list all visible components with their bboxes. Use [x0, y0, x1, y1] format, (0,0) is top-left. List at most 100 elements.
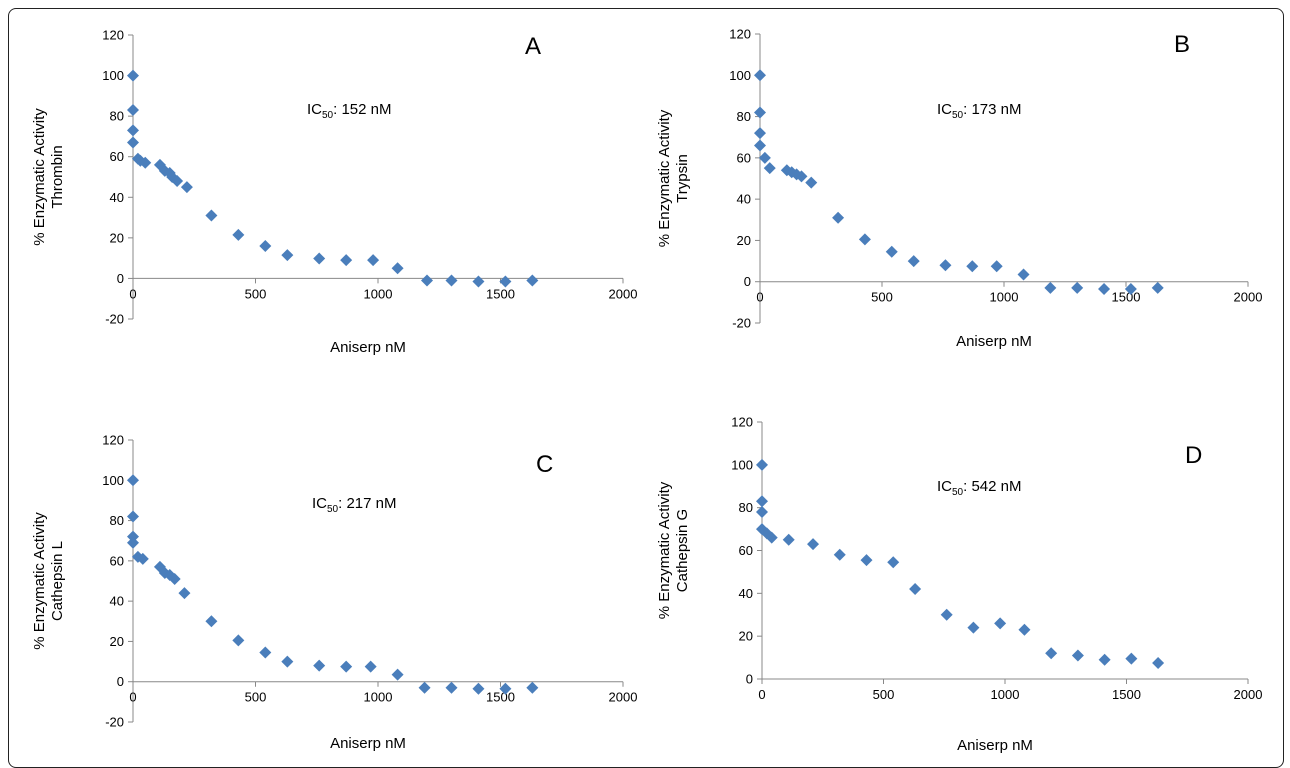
y-axis-label-line: % Enzymatic Activity	[31, 108, 48, 246]
data-point	[754, 69, 766, 82]
data-point	[127, 474, 139, 487]
ic50-prefix: IC	[307, 101, 322, 118]
x-tick-label: 0	[129, 690, 136, 705]
y-tick-label: 40	[739, 586, 753, 601]
data-point	[418, 681, 431, 694]
data-point	[887, 556, 900, 569]
data-point	[795, 170, 808, 183]
data-point	[758, 151, 771, 164]
y-tick-label: 0	[117, 674, 124, 689]
data-point	[171, 175, 184, 188]
x-tick-label: 1000	[364, 690, 393, 705]
data-point	[1151, 281, 1164, 294]
y-axis-label-line: % Enzymatic Activity	[656, 109, 673, 247]
x-tick-label: 500	[871, 290, 893, 305]
y-tick-label: 120	[102, 28, 124, 43]
y-axis-label: % Enzymatic ActivityCathepsin L	[31, 512, 66, 650]
ic50-value: : 173 nM	[963, 101, 1021, 118]
data-point	[939, 259, 952, 272]
y-tick-label: -20	[732, 316, 751, 331]
data-point	[136, 552, 149, 565]
y-tick-label: 20	[737, 233, 751, 248]
panel-b-chart: -20 0 20 40 60 80 100 120 0 500 1000 1500 2000 Aniser…	[656, 27, 1263, 351]
data-point	[127, 536, 139, 549]
data-point	[499, 682, 512, 695]
y-tick-label: 20	[110, 230, 124, 245]
ic50-subscript: 50	[327, 504, 339, 515]
panel-letter: C	[536, 451, 553, 478]
data-point	[281, 655, 294, 668]
data-point	[391, 668, 404, 681]
data-point	[158, 566, 171, 579]
y-tick-label: -20	[105, 715, 124, 730]
x-tick-label: 500	[873, 687, 895, 702]
x-tick-label: 0	[758, 687, 765, 702]
y-tick-label: 120	[102, 433, 124, 448]
y-axis-label-line: % Enzymatic Activity	[31, 512, 48, 650]
data-point	[754, 127, 766, 140]
data-point	[885, 245, 898, 258]
x-axis-label: Aniserp nM	[957, 737, 1033, 754]
ic50-prefix: IC	[312, 495, 327, 512]
x-axis-label: Aniserp nM	[956, 333, 1032, 350]
data-point	[832, 211, 845, 224]
y-axis-label-line: % Enzymatic Activity	[656, 481, 673, 619]
x-tick-label: 2000	[609, 286, 638, 301]
data-point	[763, 162, 776, 175]
data-point	[281, 249, 294, 262]
data-point	[259, 646, 272, 659]
data-point	[756, 505, 768, 518]
x-tick-label: 0	[756, 290, 763, 305]
ic50-subscript: 50	[322, 110, 334, 121]
x-tick-label: 500	[245, 690, 267, 705]
data-point	[232, 228, 245, 241]
data-point	[1071, 649, 1084, 662]
data-point	[1098, 653, 1111, 666]
data-point	[127, 124, 139, 137]
data-point	[472, 682, 485, 695]
data-point	[163, 568, 176, 581]
data-point	[340, 660, 353, 673]
data-point	[1125, 652, 1138, 665]
y-tick-label: 80	[110, 513, 124, 528]
data-point	[994, 617, 1007, 630]
data-point	[1017, 268, 1030, 281]
x-tick-label: 500	[245, 286, 267, 301]
data-point	[907, 255, 920, 268]
x-axis-label: Aniserp nM	[330, 735, 406, 752]
y-tick-label: 20	[739, 629, 753, 644]
ic50-value: : 542 nM	[963, 478, 1021, 495]
data-point	[180, 181, 193, 194]
x-tick-label: 2000	[1234, 290, 1263, 305]
data-point	[127, 69, 139, 82]
data-point	[754, 106, 766, 119]
data-point	[860, 554, 873, 567]
data-point	[445, 274, 458, 287]
y-tick-label: 80	[737, 109, 751, 124]
y-tick-label: 40	[110, 594, 124, 609]
panel-letter: D	[1185, 442, 1202, 469]
y-tick-label: 80	[110, 109, 124, 124]
y-tick-label: 120	[729, 27, 751, 42]
data-point	[1071, 281, 1084, 294]
panel-a-chart: -20 0 20 40 60 80 100 120 0 500 1000 1500 2000 Aniser…	[31, 28, 638, 357]
ic50-subscript: 50	[952, 487, 964, 498]
x-tick-label: 0	[129, 286, 136, 301]
ic50-annotation: IC50: 217 nM	[312, 495, 397, 515]
y-axis-label: % Enzymatic ActivityCathepsin G	[656, 481, 691, 619]
y-tick-label: 60	[737, 150, 751, 165]
y-tick-label: -20	[105, 312, 124, 327]
y-tick-label: 60	[739, 543, 753, 558]
data-point	[127, 104, 139, 117]
data-point	[445, 681, 458, 694]
data-point	[205, 615, 218, 628]
ic50-value: : 217 nM	[338, 495, 396, 512]
x-tick-label: 1500	[486, 690, 515, 705]
data-point	[760, 527, 773, 540]
ic50-subscript: 50	[952, 110, 964, 121]
panel-letter: B	[1174, 31, 1190, 58]
data-point	[340, 254, 353, 267]
x-tick-label: 1000	[364, 286, 393, 301]
data-point	[526, 681, 539, 694]
panel-d-chart: 0 20 40 60 80 100 120 0 500 1000 1500 2000 Aniserp n…	[656, 415, 1262, 755]
